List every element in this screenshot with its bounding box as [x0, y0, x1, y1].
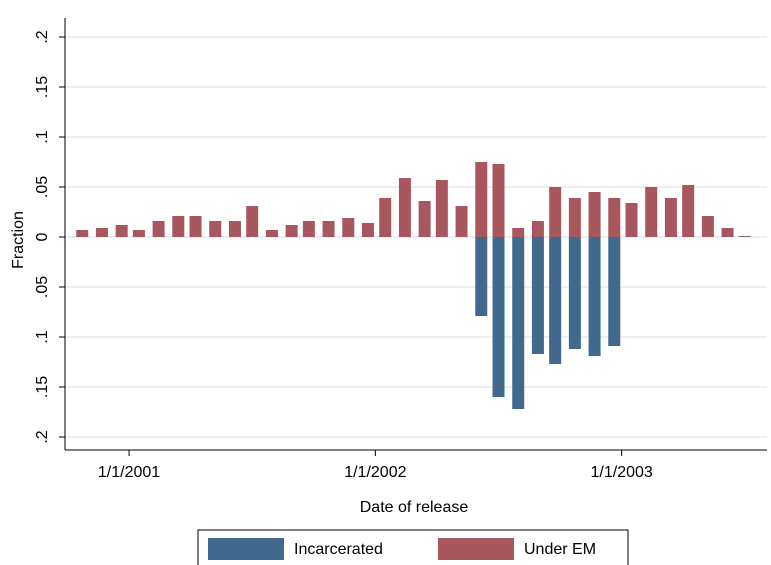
bar — [361, 223, 374, 237]
bar — [588, 237, 601, 356]
bar — [549, 237, 562, 364]
bar — [568, 237, 581, 349]
bar — [455, 206, 468, 237]
bar — [531, 237, 544, 354]
bar — [608, 237, 621, 346]
x-tick-label: 1/1/2001 — [98, 464, 160, 481]
bar — [302, 221, 315, 237]
bar — [512, 237, 525, 409]
bar — [738, 236, 751, 237]
y-tick-label: .2 — [34, 30, 51, 43]
bar — [379, 198, 392, 237]
bar — [512, 228, 525, 237]
bar — [285, 225, 298, 237]
y-tick-label: 0 — [34, 232, 51, 241]
legend-label: Incarcerated — [294, 541, 383, 558]
legend-swatch — [208, 538, 284, 560]
bar — [682, 185, 695, 237]
bar — [664, 198, 677, 237]
bar — [701, 216, 714, 237]
x-tick-label: 1/1/2002 — [344, 464, 406, 481]
bar — [398, 178, 411, 237]
bar — [265, 230, 278, 237]
bar — [132, 230, 145, 237]
bar — [418, 201, 431, 237]
bar — [475, 162, 488, 237]
y-tick-label: .1 — [34, 130, 51, 143]
bar — [531, 221, 544, 237]
legend-swatch — [438, 538, 514, 560]
bar — [172, 216, 185, 237]
bar — [115, 225, 128, 237]
bar — [475, 237, 488, 316]
bar — [435, 180, 448, 237]
legend-label: Under EM — [524, 541, 596, 558]
bar — [95, 228, 108, 237]
y-tick-label: .05 — [34, 176, 51, 198]
bar — [228, 221, 241, 237]
plot-area — [65, 18, 767, 450]
x-tick-label: 1/1/2003 — [591, 464, 653, 481]
y-tick-label: .1 — [34, 330, 51, 343]
bar — [608, 198, 621, 237]
bar — [246, 206, 259, 237]
x-axis-label: Date of release — [360, 499, 469, 516]
y-axis-label: Fraction — [10, 211, 27, 269]
bar — [645, 187, 658, 237]
bar — [209, 221, 222, 237]
bar — [76, 230, 89, 237]
y-tick-label: .05 — [34, 276, 51, 298]
bar — [568, 198, 581, 237]
bar — [342, 218, 355, 237]
y-tick-label: .15 — [34, 376, 51, 398]
y-tick-label: .15 — [34, 76, 51, 98]
bar — [189, 216, 202, 237]
bar — [588, 192, 601, 237]
bar — [152, 221, 165, 237]
bar — [549, 187, 562, 237]
bar — [625, 203, 638, 237]
bar — [721, 228, 734, 237]
bar — [322, 221, 335, 237]
y-tick-label: .2 — [34, 430, 51, 443]
bar — [492, 164, 505, 237]
bar — [492, 237, 505, 397]
